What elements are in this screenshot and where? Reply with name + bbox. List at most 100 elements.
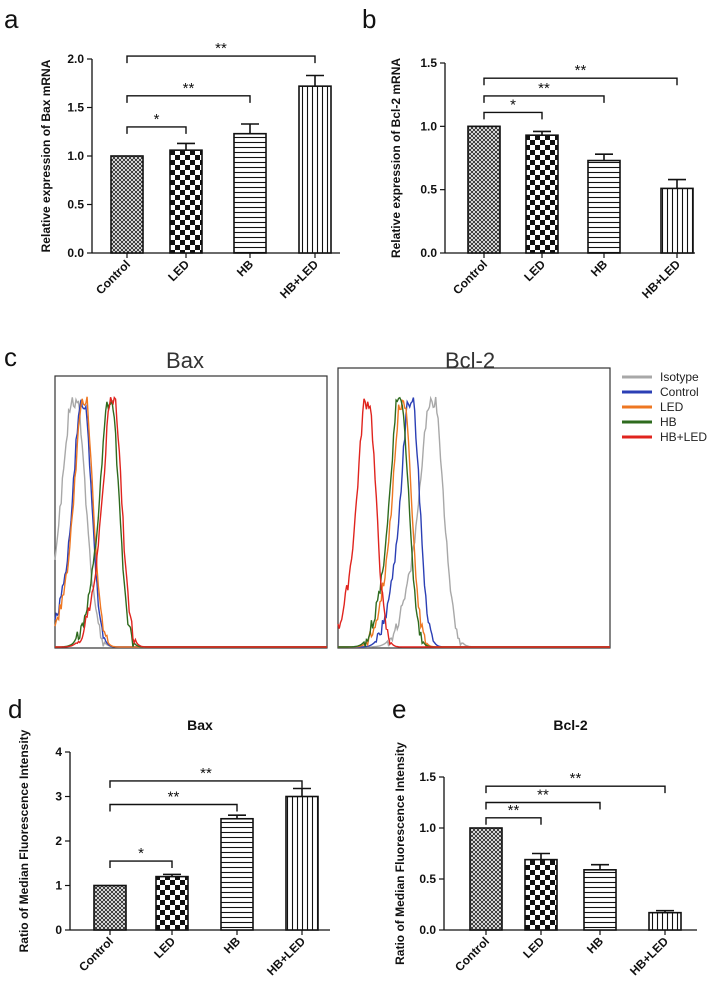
significance-label-b-1: ** xyxy=(538,80,550,97)
y-tick-label-e: 0.0 xyxy=(419,923,436,937)
y-tick-label-e: 0.5 xyxy=(419,872,436,886)
y-tick-label-b: 0.0 xyxy=(420,246,437,260)
bar-a-3 xyxy=(298,85,332,254)
y-tick-label-b: 1.0 xyxy=(420,119,437,133)
significance-bracket-a-1 xyxy=(126,95,251,103)
legend-label-hb-led: HB+LED xyxy=(660,430,707,444)
bar-e-0 xyxy=(469,827,503,931)
bar-chart-bcl2-mfi: Bcl-2 Ratio of Median Fluorescence Intens… xyxy=(393,717,697,978)
bar-chart-bax-mfi: Bax Ratio of Median Fluorescence Intensit… xyxy=(17,717,330,978)
histogram-legend: Isotype Control LED HB HB+LED xyxy=(622,370,707,444)
significance-bracket-b-1 xyxy=(483,95,605,103)
x-tick-label-e-0: Control xyxy=(452,934,492,974)
y-tick-label-d: 4 xyxy=(55,745,62,759)
x-tick-label-d-1: LED xyxy=(151,934,178,961)
histogram-panel-bcl2: Bcl-2 xyxy=(337,348,611,649)
x-tick-label-a-0: Control xyxy=(93,257,133,297)
panel-label-c: c xyxy=(4,342,17,372)
legend-label-control: Control xyxy=(660,385,699,399)
bar-e-2 xyxy=(583,869,617,931)
x-tick-label-e-1: LED xyxy=(520,934,547,961)
significance-bracket-a-0 xyxy=(126,126,187,134)
bar-d-0 xyxy=(93,884,127,931)
significance-label-e-2: ** xyxy=(570,770,582,787)
bar-a-2 xyxy=(233,132,267,254)
significance-label-e-1: ** xyxy=(537,787,549,804)
histogram-curves-bax xyxy=(54,396,327,648)
x-tick-label-b-2: HB xyxy=(588,257,610,279)
y-tick-label-d: 0 xyxy=(55,923,62,937)
significance-label-b-0: * xyxy=(510,96,516,113)
histogram-curve-hbled xyxy=(337,398,610,648)
significance-bracket-d-1 xyxy=(109,803,238,812)
x-tick-label-a-1: LED xyxy=(165,257,192,284)
legend-label-isotype: Isotype xyxy=(660,370,699,384)
x-tick-label-b-1: LED xyxy=(521,257,548,284)
histogram-curve-hbled xyxy=(55,396,327,648)
significance-label-d-0: * xyxy=(138,845,144,862)
y-axis-label-b: Relative expression of Bcl-2 mRNA xyxy=(389,58,403,258)
y-tick-label-d: 2 xyxy=(55,834,62,848)
y-tick-label-a: 1.5 xyxy=(67,101,84,115)
y-tick-label-a: 0.0 xyxy=(67,246,84,260)
y-tick-label-d: 3 xyxy=(55,790,62,804)
significance-label-a-1: ** xyxy=(183,80,195,97)
chart-title-e: Bcl-2 xyxy=(553,717,587,733)
histogram-curves-bcl2 xyxy=(337,395,610,648)
histogram-panel-bax: Bax xyxy=(54,348,328,649)
bar-chart-bax-mrna: Relative expression of Bax mRNA 0.0 0.5 1.0… xyxy=(39,40,340,301)
x-tick-label-e-3: HB+LED xyxy=(627,934,671,978)
x-tick-label-e-2: HB xyxy=(584,934,606,956)
significance-label-a-0: * xyxy=(154,111,160,128)
y-tick-label-d: 1 xyxy=(55,879,62,893)
bar-a-1 xyxy=(169,149,203,254)
y-axis-label-d: Ratio of Median Fluorescence Intensity xyxy=(17,729,31,952)
legend-label-hb: HB xyxy=(660,415,677,429)
bar-e-1 xyxy=(524,858,558,931)
y-tick-label-a: 1.0 xyxy=(67,149,84,163)
bar-d-2 xyxy=(220,817,254,931)
bar-b-1 xyxy=(525,134,559,254)
x-tick-label-d-3: HB+LED xyxy=(264,934,308,978)
significance-bracket-b-2 xyxy=(483,77,678,86)
y-tick-label-b: 0.5 xyxy=(420,183,437,197)
x-tick-label-b-0: Control xyxy=(450,257,490,297)
x-tick-label-a-2: HB xyxy=(234,257,256,279)
legend-label-led: LED xyxy=(660,400,684,414)
bar-e-3 xyxy=(648,911,682,931)
y-axis-label-e: Ratio of Median Fluorescence Intensity xyxy=(393,742,407,965)
bar-a-0 xyxy=(110,155,144,254)
y-tick-label-e: 1.5 xyxy=(419,770,436,784)
y-tick-label-a: 2.0 xyxy=(67,52,84,66)
panel-label-d: d xyxy=(8,694,22,724)
bar-b-0 xyxy=(467,125,501,254)
significance-bracket-a-2 xyxy=(126,55,316,64)
significance-bracket-b-0 xyxy=(483,111,543,120)
x-tick-label-b-3: HB+LED xyxy=(639,257,683,301)
significance-bracket-d-0 xyxy=(109,860,173,869)
bar-d-1 xyxy=(155,875,189,931)
significance-label-d-2: ** xyxy=(200,765,212,782)
bar-d-3 xyxy=(285,795,319,931)
bar-chart-bcl2-mrna: Relative expression of Bcl-2 mRNA 0.0 0.5 1… xyxy=(389,56,695,301)
y-tick-label-a: 0.5 xyxy=(67,198,84,212)
significance-bracket-e-1 xyxy=(485,801,601,810)
significance-label-a-2: ** xyxy=(215,40,227,57)
significance-label-e-0: ** xyxy=(508,802,520,819)
significance-bracket-d-2 xyxy=(109,780,303,788)
significance-label-b-2: ** xyxy=(575,62,587,79)
significance-bracket-e-0 xyxy=(485,817,542,825)
panel-label-a: a xyxy=(4,4,19,34)
bar-b-2 xyxy=(587,159,621,254)
significance-bracket-e-2 xyxy=(485,785,666,794)
panel-label-e: e xyxy=(392,694,406,724)
significance-label-d-1: ** xyxy=(168,789,180,806)
x-tick-label-d-0: Control xyxy=(76,934,116,974)
x-tick-label-a-3: HB+LED xyxy=(277,257,321,301)
y-axis-label-a: Relative expression of Bax mRNA xyxy=(39,59,53,252)
x-tick-label-d-2: HB xyxy=(221,934,243,956)
panel-label-b: b xyxy=(362,4,376,34)
y-tick-label-b: 1.5 xyxy=(420,56,437,70)
chart-title-d: Bax xyxy=(187,717,213,733)
